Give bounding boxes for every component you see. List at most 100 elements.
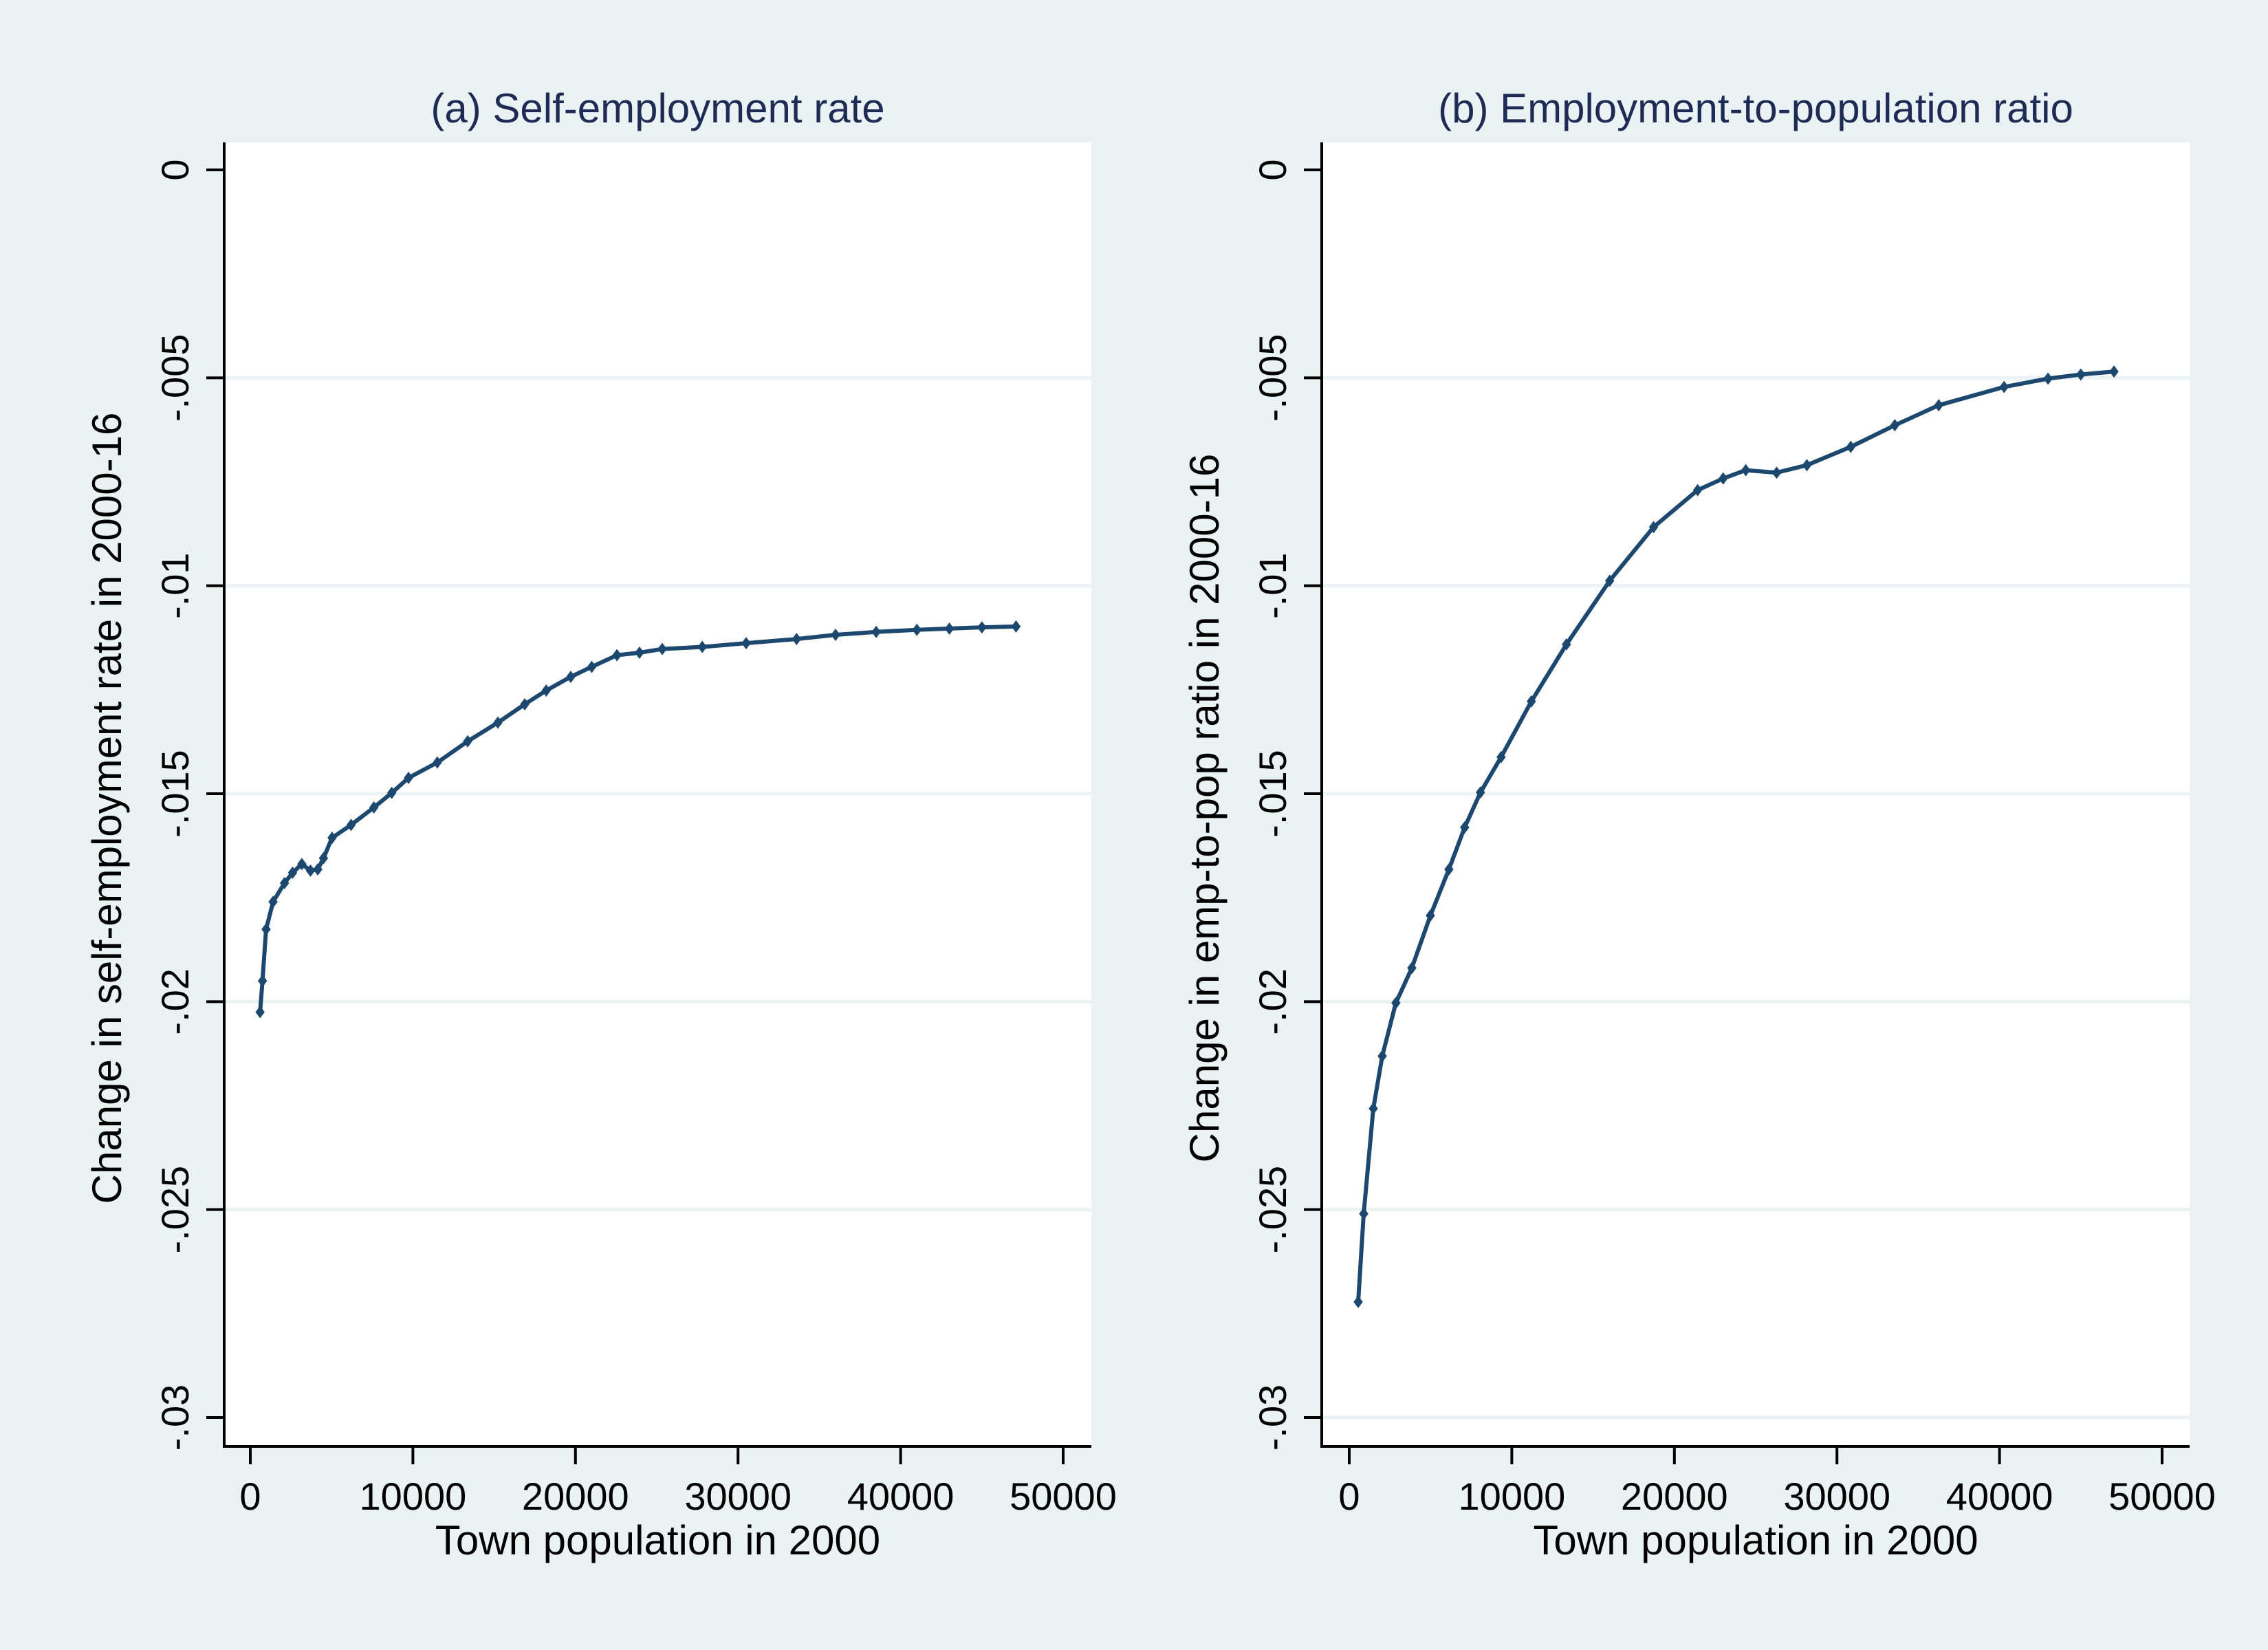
- data-point-marker: [1648, 521, 1659, 534]
- data-point-marker: [741, 637, 751, 650]
- data-point-marker: [792, 633, 802, 646]
- data-point-marker: [318, 851, 329, 865]
- y-axis-title: Change in self-employment rate in 2000-1…: [84, 413, 130, 1204]
- y-tick-label: -.03: [153, 1385, 197, 1451]
- y-tick-label: -.025: [153, 1166, 197, 1254]
- x-axis-title: Town population in 2000: [1533, 1517, 1978, 1563]
- data-point-marker: [831, 629, 840, 642]
- data-point-marker: [912, 623, 922, 636]
- y-tick-label: -.025: [1251, 1166, 1294, 1254]
- data-point-marker: [1391, 997, 1401, 1010]
- data-point-marker: [257, 975, 268, 988]
- y-ticks: 0 -.005 -.01 -.015 -.02 -.025 -.03: [1251, 159, 1322, 1451]
- y-tick-label: 0: [1251, 159, 1294, 180]
- data-point-marker: [944, 622, 955, 635]
- data-point-marker: [1718, 472, 1728, 485]
- data-point-marker: [1444, 863, 1454, 876]
- y-tick-label: -.03: [1251, 1385, 1294, 1451]
- data-point-marker: [346, 818, 356, 832]
- data-point-marker: [1562, 638, 1571, 651]
- data-point-marker: [520, 697, 530, 710]
- y-tick-label: -.015: [153, 750, 197, 838]
- data-point-marker: [305, 864, 316, 877]
- x-axis-title: Town population in 2000: [435, 1517, 880, 1563]
- data-point-marker: [1369, 1102, 1378, 1115]
- data-point-marker: [541, 684, 551, 697]
- data-point-marker: [404, 772, 413, 785]
- data-point-marker: [587, 660, 597, 673]
- x-tick-label: 20000: [1621, 1475, 1728, 1518]
- data-point-marker: [433, 756, 442, 769]
- data-point-marker: [871, 625, 881, 638]
- data-point-marker: [1604, 574, 1615, 587]
- data-point-marker: [1692, 484, 1703, 497]
- x-tick-label: 40000: [1946, 1475, 2053, 1518]
- x-tick-label: 10000: [360, 1475, 467, 1518]
- x-tick-label: 20000: [522, 1475, 629, 1518]
- x-tick-label: 10000: [1459, 1475, 1566, 1518]
- data-point-marker: [1407, 962, 1417, 975]
- x-tick-label: 30000: [1783, 1475, 1890, 1518]
- data-point-marker: [1476, 786, 1485, 799]
- data-point-marker: [327, 832, 337, 845]
- y-tick-label: -.02: [1251, 968, 1294, 1035]
- y-tick-label: -.005: [1251, 334, 1294, 422]
- gridlines: [226, 376, 1091, 1212]
- data-point-marker: [1741, 464, 1751, 477]
- y-tick-label: -.015: [1251, 750, 1294, 838]
- panel-title: (b) Employment-to-population ratio: [1438, 85, 2073, 131]
- data-point-marker: [313, 863, 323, 876]
- data-point-marker: [1359, 1207, 1369, 1220]
- y-tick-label: -.01: [153, 552, 197, 619]
- data-point-marker: [635, 647, 644, 660]
- data-point-marker: [657, 642, 667, 655]
- y-tick-label: -.01: [1251, 552, 1294, 619]
- data-point-marker: [612, 649, 622, 662]
- data-point-marker: [1011, 620, 1021, 633]
- data-point-marker: [1496, 750, 1506, 763]
- x-tick-label: 50000: [1010, 1475, 1117, 1518]
- data-point-marker: [1377, 1050, 1387, 1063]
- data-point-marker: [1846, 440, 1856, 453]
- series: [1353, 365, 2119, 1308]
- data-point-marker: [1460, 821, 1470, 834]
- data-point-marker: [268, 895, 278, 909]
- data-point-marker: [2043, 372, 2053, 385]
- data-point-marker: [261, 923, 271, 936]
- data-point-marker: [1527, 695, 1536, 708]
- data-point-marker: [1999, 380, 2009, 393]
- x-ticks: 0 10000 20000 30000 40000 50000: [1338, 1446, 2216, 1518]
- y-tick-label: -.02: [153, 968, 197, 1035]
- data-point-marker: [1771, 466, 1782, 479]
- x-tick-label: 50000: [2108, 1475, 2216, 1518]
- y-tick-label: -.005: [153, 334, 197, 422]
- x-tick-label: 40000: [847, 1475, 955, 1518]
- series-line: [258, 624, 1016, 1012]
- x-tick-label: 0: [239, 1475, 261, 1518]
- x-tick-label: 30000: [684, 1475, 792, 1518]
- data-point-marker: [463, 735, 472, 748]
- x-ticks: 0 10000 20000 30000 40000 50000: [239, 1446, 1117, 1518]
- data-point-marker: [1353, 1295, 1363, 1308]
- data-point-marker: [1426, 909, 1435, 922]
- x-tick-label: 0: [1338, 1475, 1360, 1518]
- data-point-marker: [1890, 419, 1900, 432]
- data-point-marker: [566, 671, 576, 684]
- y-ticks: 0 -.005 -.01 -.015 -.02 -.025 -.03: [153, 159, 224, 1451]
- data-point-marker: [2076, 368, 2086, 381]
- panel-b: 0 -.005 -.01 -.015 -.02 -.025 -.03 0 10000 20000…: [1181, 85, 2216, 1563]
- panel-title: (a) Self-employment rate: [430, 85, 884, 131]
- data-point-marker: [977, 621, 987, 634]
- panel-a: 0 -.005 -.01 -.015 -.02 -.025 -.03 0 10000 20000…: [84, 85, 1117, 1563]
- y-tick-label: 0: [153, 159, 197, 180]
- data-point-marker: [2109, 365, 2119, 378]
- data-point-marker: [493, 716, 503, 729]
- data-point-marker: [1934, 399, 1943, 412]
- data-point-marker: [279, 877, 290, 890]
- data-point-marker: [386, 786, 397, 799]
- data-point-marker: [697, 640, 707, 653]
- series: [255, 620, 1021, 1019]
- data-point-marker: [297, 858, 307, 871]
- data-point-marker: [369, 801, 379, 814]
